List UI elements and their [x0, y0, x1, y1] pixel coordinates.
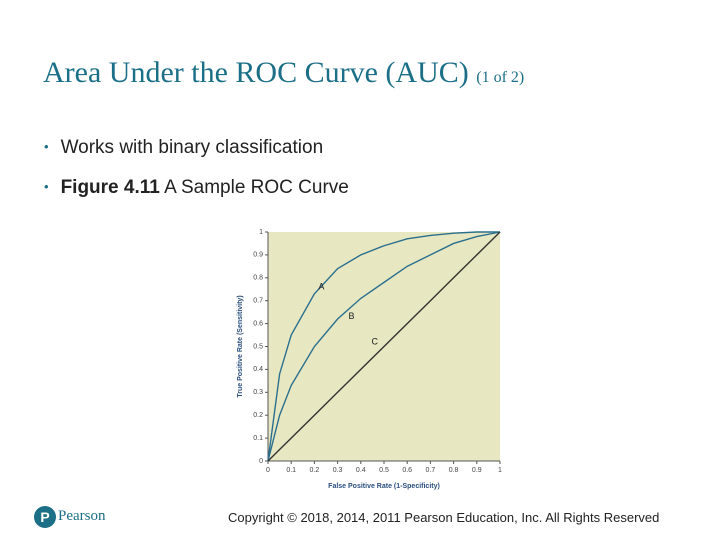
x-tick-label: 0.4 — [356, 467, 366, 474]
bullet-text: A Sample ROC Curve — [164, 177, 349, 198]
x-tick-label: 0.9 — [472, 467, 482, 474]
y-tick-label: 1 — [259, 229, 263, 236]
roc-curve — [267, 231, 501, 462]
logo: P — [34, 506, 56, 528]
slide-title: Area Under the ROC Curve (AUC) (1 of 2) — [43, 56, 524, 90]
bullet: • Figure 4.11 A Sample ROC Curve — [44, 177, 349, 198]
roc-curve — [267, 231, 501, 462]
copyright: Copyright © 2018, 2014, 2011 Pearson Edu… — [228, 510, 660, 525]
bullet-text: Works with binary classification — [60, 137, 324, 158]
y-tick-label: 0.4 — [253, 366, 263, 373]
y-tick-label: 0.1 — [253, 435, 263, 442]
y-tick-label: 0.9 — [253, 252, 263, 259]
x-tick-label: 1 — [498, 467, 502, 474]
roc-curve — [267, 231, 500, 462]
bullet-bold: Figure 4.11 — [60, 177, 160, 198]
y-tick-label: 0.2 — [253, 412, 263, 419]
bullet: • Works with binary classification — [44, 137, 324, 158]
brand: Pearson — [58, 508, 106, 524]
x-tick-label: 0 — [266, 467, 270, 474]
x-tick-label: 0.1 — [286, 467, 296, 474]
title-part: (1 of 2) — [476, 69, 525, 86]
x-tick-label: 0.5 — [379, 467, 389, 474]
curve-label: C — [371, 336, 378, 346]
y-tick-label: 0.5 — [253, 343, 263, 350]
x-tick-label: 0.7 — [426, 467, 436, 474]
chart: 0 0.1 0.2 0.3 0.4 0.5 0.6 0.7 0.8 0.9 1 0 0.1 0.2 0.3 0… — [237, 229, 502, 490]
curve-label: B — [349, 311, 355, 321]
y-tick-label: 0.7 — [253, 298, 263, 305]
y-axis-label: True Positive Rate (Sensitivity) — [237, 295, 244, 397]
x-tick-label: 0.8 — [449, 467, 459, 474]
y-tick-label: 0.3 — [253, 389, 263, 396]
x-tick-label: 0.2 — [310, 467, 320, 474]
title-text: Area Under the ROC Curve (AUC) — [43, 56, 469, 89]
y-tick-label: 0.8 — [253, 275, 263, 282]
curve-label: A — [318, 281, 324, 291]
y-tick-label: 0.6 — [253, 320, 263, 327]
x-axis-label: False Positive Rate (1-Specificity) — [328, 483, 440, 490]
x-tick-label: 0.3 — [333, 467, 343, 474]
y-tick-label: 0 — [259, 458, 263, 465]
x-tick-label: 0.6 — [402, 467, 412, 474]
